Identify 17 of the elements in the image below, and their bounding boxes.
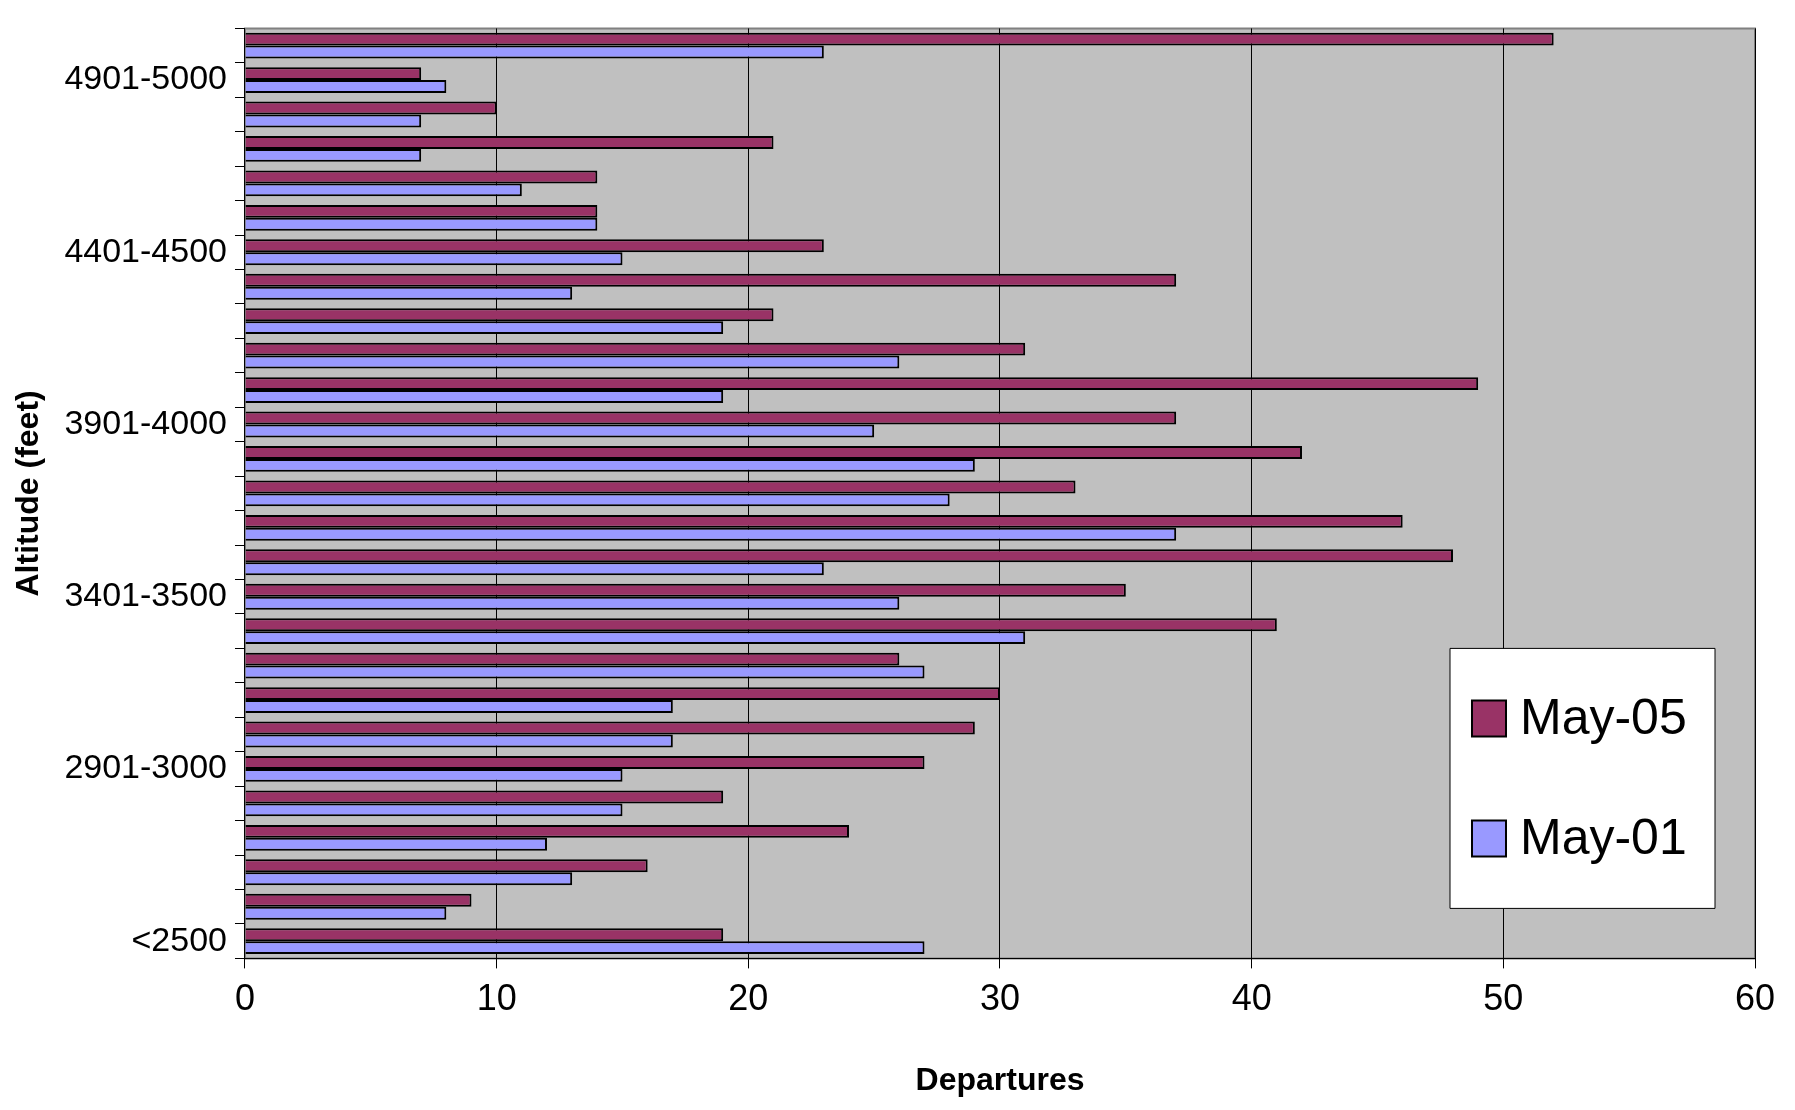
x-tick-label: 60 [1734, 976, 1776, 1018]
y-tick-label: 2901-3000 [64, 747, 227, 786]
y-axis-title: Altitude (feet) [9, 390, 46, 597]
legend-label: May-01 [1520, 809, 1687, 866]
y-tick-label: 3401-3500 [64, 575, 227, 614]
x-tick-label: 10 [476, 976, 517, 1018]
x-tick-label: 30 [979, 976, 1021, 1018]
x-tick-label: 40 [1231, 976, 1272, 1018]
y-tick-label: 4401-4500 [64, 230, 227, 269]
y-tick-label: <2500 [131, 919, 227, 958]
x-axis-title: Departures [915, 1060, 1085, 1097]
x-tick-label: 20 [728, 976, 769, 1018]
legend-label: May-05 [1520, 689, 1687, 746]
x-tick-label: 50 [1483, 976, 1524, 1018]
y-tick-label: 4901-5000 [64, 58, 227, 97]
x-tick-label: 0 [234, 976, 256, 1018]
y-tick-label: 3901-4000 [64, 402, 227, 441]
